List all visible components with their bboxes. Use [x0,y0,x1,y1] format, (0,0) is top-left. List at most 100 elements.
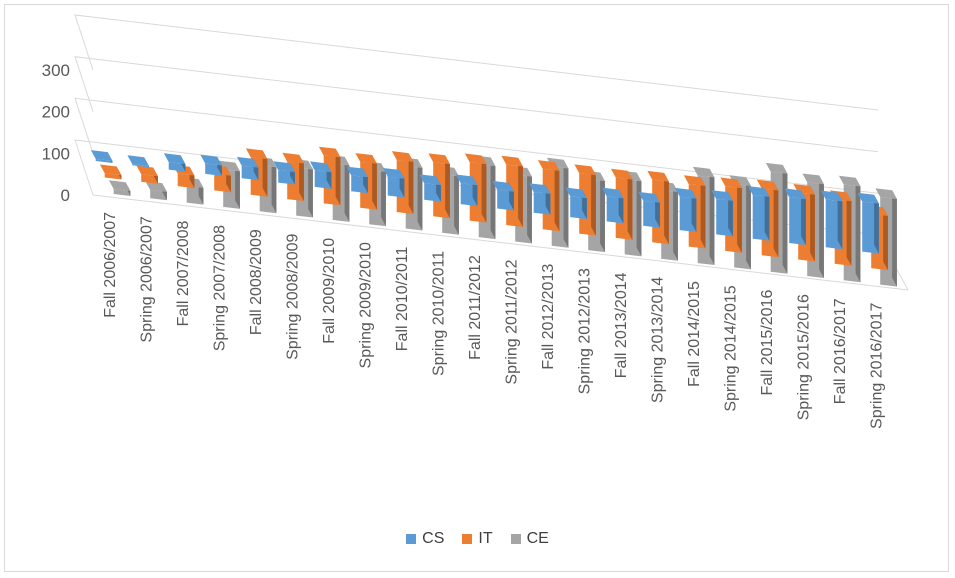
bar-side-face [764,188,770,241]
bar-cs [419,174,441,202]
x-tick-label: Fall 2011/2012 [467,255,484,360]
x-tick-label: Spring 2006/2007 [138,216,155,342]
bar-top-face [309,161,332,173]
bar-side-face [235,162,240,209]
x-tick-label: Spring 2011/2012 [503,259,520,384]
bar-front-face [141,174,158,184]
bar-top-face [537,160,560,171]
x-tick-label: Fall 2007/2008 [175,220,192,326]
bars-layer [90,146,897,287]
bar-cs [747,186,770,241]
legend-swatch-cs [406,534,417,544]
legend-label-ce: CE [526,530,549,547]
bar-top-face [838,175,861,187]
bar-top-face [318,146,341,158]
bar-side-face [709,168,715,265]
bar-side-face [381,163,386,227]
bar-it [99,164,122,180]
bar-side-face [664,172,669,245]
bar-cs [857,192,879,254]
bar-side-face [600,172,605,253]
bar-cs [528,183,551,215]
bar-top-face [455,174,478,186]
bar-it [537,160,560,232]
x-tick-label: Fall 2013/2014 [613,272,630,378]
legend-swatch-it [462,534,473,544]
bar-side-face [773,181,779,258]
gridline [74,97,879,194]
bar-cs [236,156,259,181]
bar-cs [638,191,660,228]
bar-side-face [417,159,423,231]
y-tick-label: 200 [42,103,70,122]
bar-top-face [419,174,441,186]
bar-cs [200,154,222,176]
gridline [74,14,879,111]
bar-side-face [636,172,642,257]
bar-side-face [299,154,304,201]
x-tick-label: Spring 2010/2011 [430,251,447,376]
bar-cs [601,187,624,224]
legend-item-cs: CS [406,530,444,548]
bar-side-face [627,170,633,240]
bar-side-face [490,157,496,240]
bar-top-face [200,154,222,166]
bar-top-face [720,177,742,189]
bar-side-face [855,177,861,283]
x-tick-label: Fall 2010/2011 [394,246,411,351]
bar-top-face [647,170,669,182]
bar-top-face [127,155,149,166]
bar-top-face [565,187,587,199]
bar-cs [273,161,295,185]
bar-it [464,153,487,223]
bar-side-face [728,192,733,237]
bar-top-face [692,166,715,178]
bar-top-face [802,173,824,185]
x-tick-label: Fall 2008/2009 [248,229,265,335]
bar-side-face [883,207,888,271]
x-tick-label: Fall 2016/2017 [832,298,849,404]
bar-top-face [145,181,167,192]
bar-it [720,177,742,253]
bar-cs [382,168,405,198]
bar-top-face [90,150,113,161]
bar-top-face [747,186,770,197]
bar-top-face [428,153,450,165]
bar-side-face [837,192,843,250]
floor-front-edge [92,194,909,291]
x-tick-label: Spring 2012/2013 [576,268,593,394]
x-tick-label: Fall 2014/2015 [686,281,703,387]
bar-side-face [271,158,277,214]
bar-side-face [737,179,742,253]
bar-top-face [236,156,259,168]
bar-cs [674,187,697,232]
x-tick-label: Spring 2013/2014 [649,277,666,403]
bar-side-face [554,162,560,232]
bar-ce [145,181,167,201]
bar-top-face [638,191,660,203]
gridline [74,56,879,153]
bar-cs [784,188,806,245]
bar-side-face [846,192,852,266]
bar-top-face [601,187,624,199]
x-tick-label: Spring 2009/2010 [357,242,374,368]
bar-it [574,164,596,236]
bar-cs [127,155,149,168]
x-tick-label: Fall 2006/2007 [102,212,119,318]
bar-top-face [501,155,523,167]
x-tick-label: Fall 2012/2013 [540,264,557,370]
bar-side-face [782,164,788,274]
legend-label-cs: CS [422,530,445,547]
bar-side-face [700,177,706,249]
bar-front-face [132,164,149,168]
bar-side-face [454,167,459,235]
bar-top-face [136,165,158,177]
bar-cs [346,166,368,194]
bar-cs [565,187,587,220]
bar-front-face [168,162,186,172]
bar-top-face [765,162,788,174]
bar-side-face [372,155,377,210]
bar-ce [108,180,131,196]
bar-side-face [801,190,806,245]
